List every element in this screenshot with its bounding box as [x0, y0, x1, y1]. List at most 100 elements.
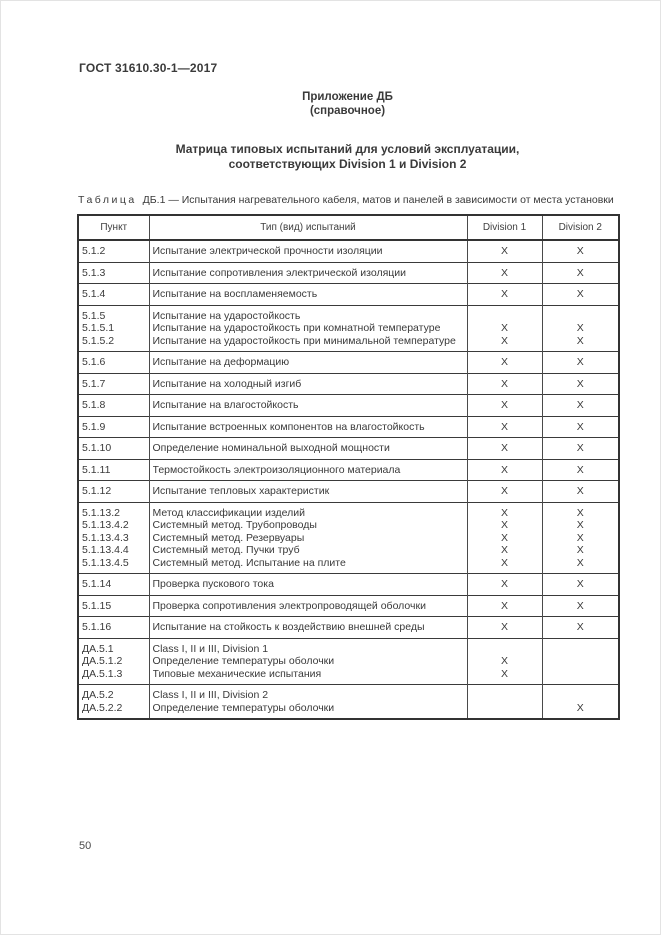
cell-line: Class I, II и III, Division 1: [152, 642, 269, 655]
cell-line: Испытание на воспламеняемость: [152, 288, 318, 300]
test-type-cell: Испытание сопротивления электрической из…: [148, 261, 467, 284]
cell-line: Испытание на стойкость к воздействию вне…: [152, 621, 425, 633]
cell-line: X: [500, 655, 508, 667]
cell-line: X: [500, 621, 508, 633]
cell-line: ДА.5.1: [82, 642, 114, 655]
punkt-cell: 5.1.6: [78, 351, 149, 373]
cell-line: X: [500, 556, 508, 569]
cell-line: X: [576, 556, 584, 569]
table-row: 5.1.10 Определение номинальной выходной м…: [78, 437, 619, 459]
table-body: 5.1.2 Испытание электрической прочности и…: [78, 240, 619, 719]
cell-line: X: [500, 578, 508, 590]
test-type-cell: Испытание на холодный изгиб: [148, 372, 467, 395]
cell-line: X: [500, 463, 508, 476]
cell-line: Испытание на влагостойкость: [152, 399, 299, 411]
cell-line: Испытание сопротивления электрической из…: [152, 266, 407, 279]
division1-mark-cell: X: [466, 394, 542, 416]
cell-line: X: [576, 531, 584, 544]
cell-line: Системный метод. Пучки труб: [152, 544, 300, 556]
cell-line: X: [576, 288, 584, 300]
division1-mark-cell: X: [466, 240, 542, 262]
appendix-heading: Приложение ДБ (справочное): [77, 90, 618, 118]
cell-line: 5.1.6: [82, 356, 106, 368]
cell-line: Системный метод. Трубопроводы: [152, 519, 317, 531]
division1-mark-cell: X: [466, 573, 542, 595]
cell-line: X: [576, 356, 584, 368]
division2-mark-cell: X: [541, 283, 619, 305]
cell-line: Class I, II и III, Division 2: [152, 689, 269, 701]
cell-line: X: [500, 356, 508, 368]
test-type-cell: Метод классификации изделий Системный мет…: [148, 501, 467, 574]
test-type-cell: Class I, II и III, Division 1 Определение…: [148, 637, 467, 685]
cell-line: 5.1.13.2: [82, 506, 120, 519]
table-row: 5.1.7 Испытание на холодный изгиб X X: [78, 372, 619, 395]
division1-mark-cell: X: [466, 351, 542, 373]
cell-line: X: [500, 531, 508, 544]
punkt-cell: ДА.5.2 ДА.5.2.2: [78, 684, 149, 719]
cell-line: 5.1.5.1: [82, 322, 115, 334]
cell-line: Испытание тепловых характеристик: [152, 485, 330, 497]
division2-mark-cell: X: [541, 684, 619, 719]
page-title: Матрица типовых испытаний для условий эк…: [77, 142, 618, 172]
division2-mark-cell: X: [541, 437, 619, 459]
division2-mark-cell: X: [541, 372, 619, 395]
table-row: 5.1.5 5.1.5.1 5.1.5.2 Испытание на ударосто…: [78, 304, 619, 352]
division2-mark-cell: X: [541, 415, 619, 438]
test-type-cell: Испытание на стойкость к воздействию вне…: [148, 616, 467, 638]
cell-line: 5.1.13.4.3: [82, 531, 129, 544]
division2-mark-cell: [541, 637, 619, 685]
cell-line: 5.1.4: [82, 288, 106, 300]
page-number: 50: [79, 840, 92, 852]
punkt-cell: 5.1.3: [78, 261, 149, 284]
punkt-cell: 5.1.10: [78, 437, 149, 459]
cell-line: X: [576, 322, 584, 334]
division2-mark-cell: X: [541, 573, 619, 595]
cell-line: X: [576, 519, 584, 531]
cell-line: X: [576, 442, 584, 454]
division1-mark-cell: X: [466, 261, 542, 284]
cell-line: 5.1.9: [82, 420, 106, 433]
cell-line: Испытание на ударостойкость: [152, 309, 301, 322]
punkt-cell: 5.1.9: [78, 415, 149, 438]
test-type-cell: Class I, II и III, Division 2 Определение…: [148, 684, 467, 719]
division1-mark-cell: X: [466, 283, 542, 305]
cell-line: X: [576, 485, 584, 497]
column-header-punkt: Пункт: [78, 215, 149, 241]
table-caption: Таблица ДБ.1 — Испытания нагревательного …: [78, 194, 638, 206]
cell-line: 5.1.16: [82, 621, 112, 633]
cell-line: X: [500, 322, 508, 334]
cell-line: X: [576, 377, 584, 390]
table-row: 5.1.8 Испытание на влагостойкость X X: [78, 394, 619, 416]
division2-mark-cell: X: [541, 261, 619, 284]
test-type-cell: Испытание встроенных компонентов на влаг…: [148, 415, 467, 438]
cell-line: 5.1.7: [82, 377, 106, 390]
cell-line: X: [500, 245, 508, 257]
cell-line: Испытание электрической прочности изоляц…: [152, 245, 383, 257]
cell-line: 5.1.8: [82, 399, 106, 411]
cell-line: X: [500, 288, 508, 300]
table-row: 5.1.13.2 5.1.13.4.2 5.1.13.4.3 5.1.13.4.4 5.…: [78, 501, 619, 574]
cell-line: Метод классификации изделий: [152, 506, 306, 519]
cell-line: 5.1.10: [82, 442, 112, 454]
appendix-note: (справочное): [309, 105, 386, 117]
cell-line: Определение номинальной выходной мощност…: [152, 442, 390, 454]
cell-line: X: [576, 334, 584, 347]
punkt-cell: 5.1.5 5.1.5.1 5.1.5.2: [78, 304, 149, 352]
cell-line: X: [500, 442, 508, 454]
punkt-cell: 5.1.2: [78, 240, 149, 262]
table-row: ДА.5.1 ДА.5.1.2 ДА.5.1.3 Class I, II и III,…: [78, 637, 619, 685]
cell-line: 5.1.13.4.5: [82, 556, 129, 569]
cell-line: X: [576, 420, 584, 433]
cell-line: ДА.5.2.2: [82, 701, 123, 714]
cell-line: Системный метод. Резервуары: [152, 531, 305, 544]
division1-mark-cell: X: [466, 372, 542, 395]
cell-line: ДА.5.1.2: [82, 655, 123, 667]
cell-line: ДА.5.1.3: [82, 667, 123, 680]
punkt-cell: 5.1.15: [78, 594, 149, 617]
doc-code: ГОСТ 31610.30-1—2017: [79, 61, 218, 75]
test-type-cell: Испытание на воспламеняемость: [148, 283, 467, 305]
cell-line: [471, 310, 539, 323]
division1-mark-cell: X: [466, 415, 542, 438]
